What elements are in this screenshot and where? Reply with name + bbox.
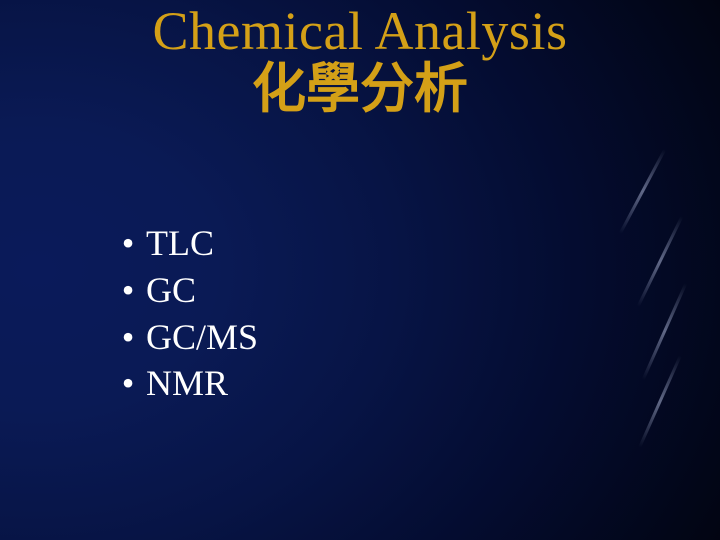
list-item: • NMR [110, 360, 258, 407]
bullet-icon: • [110, 360, 146, 407]
title-zh: 化學分析 [0, 60, 720, 119]
bullet-icon: • [110, 220, 146, 267]
title-en: Chemical Analysis [0, 4, 720, 58]
bullet-icon: • [110, 314, 146, 361]
list-item: • TLC [110, 220, 258, 267]
decor-stroke [637, 216, 684, 307]
list-item: • GC/MS [110, 314, 258, 361]
bullet-text: GC [146, 267, 196, 314]
bullet-text: GC/MS [146, 314, 258, 361]
bullet-text: NMR [146, 360, 228, 407]
bullet-text: TLC [146, 220, 214, 267]
bullet-icon: • [110, 267, 146, 314]
decor-stroke [619, 149, 666, 234]
decor-stroke [642, 283, 687, 380]
bullet-list: • TLC • GC • GC/MS • NMR [110, 220, 258, 407]
slide: Chemical Analysis 化學分析 • TLC • GC • GC/M… [0, 0, 720, 540]
title-block: Chemical Analysis 化學分析 [0, 0, 720, 119]
list-item: • GC [110, 267, 258, 314]
